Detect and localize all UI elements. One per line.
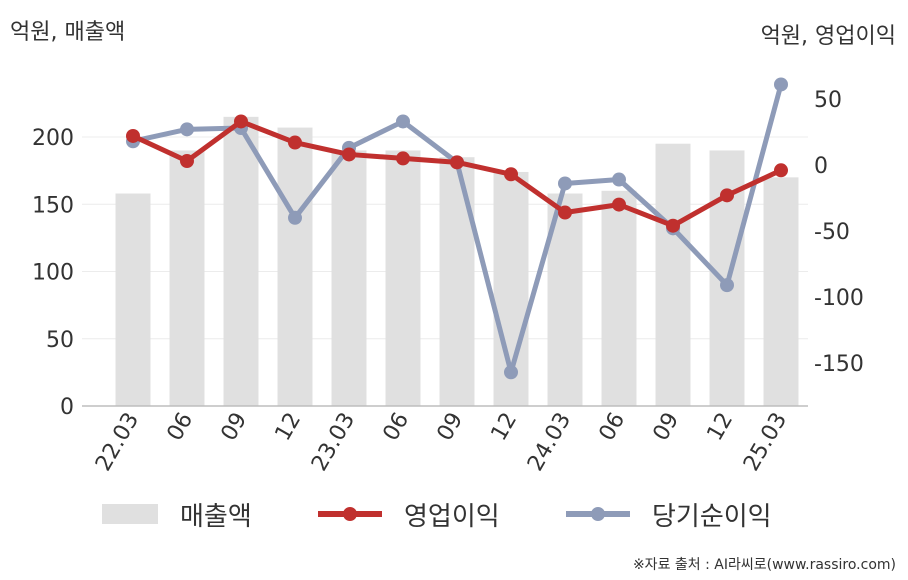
- left-tick-label: 50: [46, 328, 74, 353]
- x-tick-label: 06: [163, 409, 199, 446]
- point-operating-profit: [288, 135, 302, 150]
- left-tick-label: 150: [32, 193, 74, 218]
- point-net-income: [774, 77, 788, 92]
- x-tick-label: 12: [487, 409, 523, 446]
- point-net-income: [504, 365, 518, 380]
- legend-label-revenue: 매출액: [180, 501, 252, 532]
- right-tick-label: -150: [814, 352, 864, 377]
- legend: 매출액 영업이익 당기순이익: [0, 492, 908, 536]
- x-tick-label: 22.03: [91, 409, 144, 476]
- x-tick-label: 25.03: [739, 409, 792, 476]
- point-net-income: [288, 210, 302, 225]
- bar-revenue: [439, 157, 475, 406]
- point-operating-profit: [234, 114, 248, 129]
- legend-line-marker-icon: [566, 507, 630, 521]
- point-operating-profit: [666, 218, 680, 233]
- point-net-income: [180, 122, 194, 137]
- right-axis-unit: 억원, 영업이익: [760, 24, 896, 49]
- bar-revenue: [277, 127, 313, 407]
- bar-revenue: [655, 143, 691, 406]
- right-tick-label: -100: [814, 286, 864, 311]
- left-tick-label: 100: [32, 261, 74, 286]
- point-operating-profit: [180, 154, 194, 169]
- point-operating-profit: [126, 128, 140, 143]
- point-net-income: [396, 114, 410, 129]
- point-net-income: [720, 278, 734, 293]
- bar-revenue: [115, 193, 151, 406]
- point-operating-profit: [450, 155, 464, 170]
- point-operating-profit: [720, 188, 734, 203]
- legend-bar-swatch-icon: [102, 504, 158, 524]
- right-tick-label: -50: [814, 220, 850, 245]
- left-tick-label: 0: [60, 395, 74, 420]
- point-operating-profit: [612, 197, 626, 212]
- legend-item-revenue: 매출액: [102, 492, 252, 536]
- x-tick-label: 24.03: [523, 409, 576, 476]
- x-tick-label: 12: [271, 409, 307, 446]
- source-note: ※자료 출처 : AI라씨로(www.rassiro.com): [632, 557, 896, 573]
- point-net-income: [558, 176, 572, 191]
- point-operating-profit: [396, 151, 410, 166]
- point-net-income: [612, 172, 626, 187]
- legend-item-net-income: 당기순이익: [566, 492, 772, 536]
- x-tick-label: 06: [379, 409, 415, 446]
- bar-revenue: [763, 177, 799, 406]
- legend-label-operating-profit: 영업이익: [404, 501, 500, 532]
- bar-revenue: [331, 150, 367, 406]
- x-tick-label: 09: [649, 409, 685, 446]
- legend-item-operating-profit: 영업이익: [318, 492, 500, 536]
- bar-revenue: [169, 150, 205, 406]
- bar-revenue: [223, 116, 259, 406]
- left-tick-label: 200: [32, 126, 74, 151]
- legend-line-marker-icon: [318, 507, 382, 521]
- point-operating-profit: [774, 163, 788, 178]
- bar-revenue: [385, 150, 421, 406]
- right-tick-label: 50: [814, 88, 842, 113]
- x-tick-label: 09: [433, 409, 469, 446]
- legend-label-net-income: 당기순이익: [652, 501, 772, 532]
- point-operating-profit: [558, 205, 572, 220]
- point-operating-profit: [342, 147, 356, 162]
- bar-revenue: [601, 190, 637, 406]
- right-tick-label: 0: [814, 154, 828, 179]
- x-tick-label: 23.03: [307, 409, 360, 476]
- point-operating-profit: [504, 167, 518, 182]
- x-tick-label: 12: [703, 409, 739, 446]
- x-tick-label: 06: [595, 409, 631, 446]
- x-tick-label: 09: [217, 409, 253, 446]
- left-axis-unit: 억원, 매출액: [10, 20, 126, 45]
